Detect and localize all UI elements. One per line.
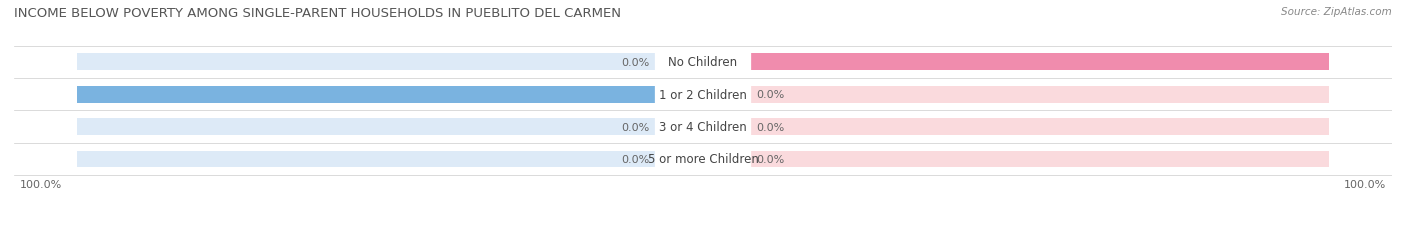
- FancyBboxPatch shape: [657, 52, 749, 73]
- Bar: [77, 54, 703, 71]
- Text: 1 or 2 Children: 1 or 2 Children: [659, 88, 747, 101]
- Text: 100.0%: 100.0%: [1336, 58, 1378, 67]
- Text: Source: ZipAtlas.com: Source: ZipAtlas.com: [1281, 7, 1392, 17]
- Bar: [703, 151, 1329, 168]
- Bar: [77, 151, 703, 168]
- Bar: [77, 86, 703, 103]
- Text: 0.0%: 0.0%: [621, 122, 650, 132]
- Text: 0.0%: 0.0%: [756, 154, 785, 164]
- Bar: [77, 86, 703, 103]
- Text: 0.0%: 0.0%: [756, 90, 785, 100]
- Bar: [703, 119, 1329, 135]
- Text: 3 or 4 Children: 3 or 4 Children: [659, 121, 747, 134]
- Text: No Children: No Children: [668, 56, 738, 69]
- Text: 100.0%: 100.0%: [28, 90, 70, 100]
- Text: 0.0%: 0.0%: [756, 122, 785, 132]
- FancyBboxPatch shape: [657, 85, 749, 105]
- FancyBboxPatch shape: [657, 117, 749, 137]
- Bar: [77, 119, 703, 135]
- Text: 100.0%: 100.0%: [20, 179, 63, 189]
- Legend: Single Father, Single Mother: Single Father, Single Mother: [596, 228, 810, 231]
- FancyBboxPatch shape: [657, 149, 749, 169]
- Text: 5 or more Children: 5 or more Children: [648, 153, 758, 166]
- Text: 0.0%: 0.0%: [621, 58, 650, 67]
- Text: 0.0%: 0.0%: [621, 154, 650, 164]
- Bar: [703, 54, 1329, 71]
- Text: INCOME BELOW POVERTY AMONG SINGLE-PARENT HOUSEHOLDS IN PUEBLITO DEL CARMEN: INCOME BELOW POVERTY AMONG SINGLE-PARENT…: [14, 7, 621, 20]
- Text: 100.0%: 100.0%: [1343, 179, 1386, 189]
- Bar: [703, 86, 1329, 103]
- Bar: [703, 54, 1329, 71]
